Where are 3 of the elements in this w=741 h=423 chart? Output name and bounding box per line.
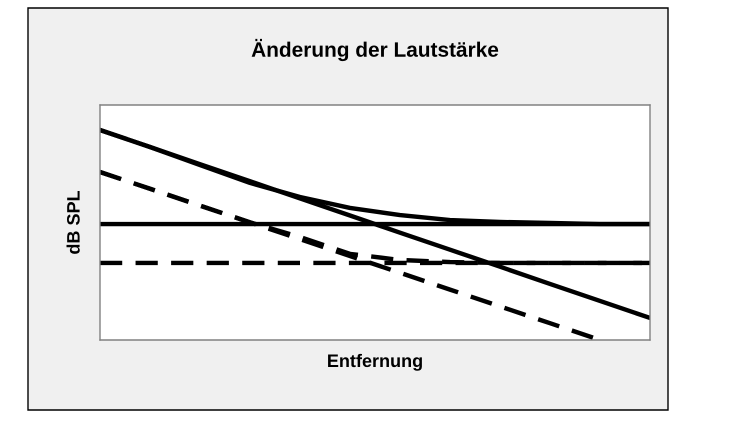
y-axis-title: dB SPL: [66, 190, 80, 254]
chart-title: Änderung der Lautstärke: [252, 38, 498, 62]
x-axis-title: Entfernung: [328, 354, 422, 371]
